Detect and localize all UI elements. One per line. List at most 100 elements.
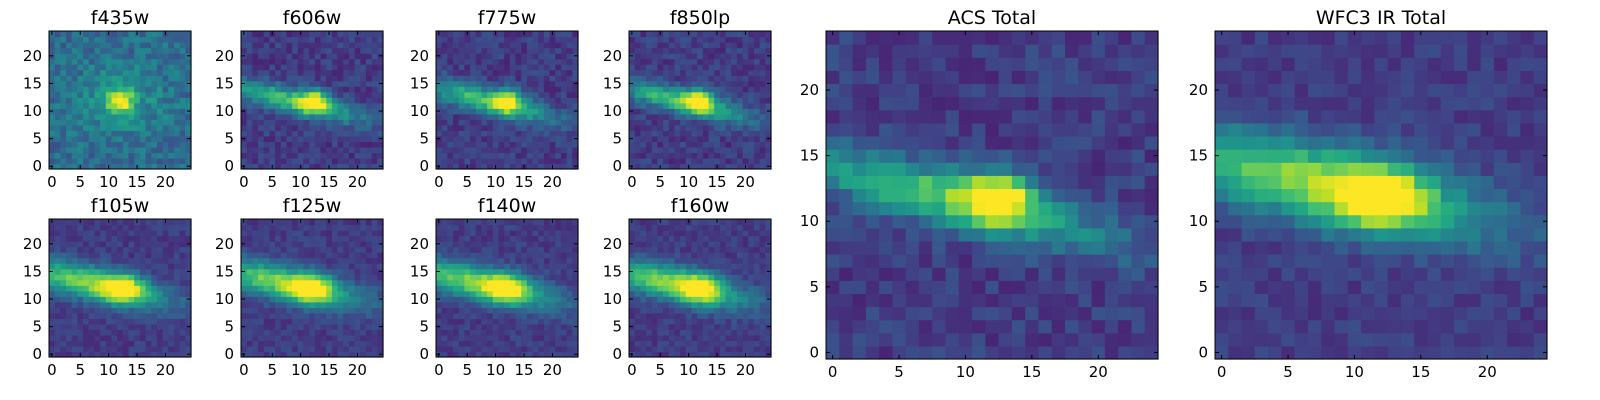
pixel-cell <box>572 329 579 336</box>
pixel-cell <box>122 97 130 104</box>
pixel-cell <box>314 113 322 120</box>
pixel-cell <box>303 318 310 325</box>
pixel-cell <box>66 108 73 115</box>
pixel-cell <box>714 146 721 154</box>
pixel-cell <box>663 31 670 38</box>
pixel-cell <box>674 323 681 330</box>
pixel-cell <box>60 80 67 87</box>
pixel-cell <box>168 246 175 253</box>
pixel-cell <box>532 230 539 237</box>
pixel-cell <box>629 47 636 54</box>
pixel-cell <box>691 146 698 154</box>
pixel-cell <box>246 108 253 115</box>
pixel-cell <box>371 119 378 126</box>
pixel-cell <box>640 345 647 353</box>
pixel-cell <box>122 268 130 275</box>
pixel-cell <box>515 323 522 330</box>
pixel-cell <box>343 279 350 286</box>
pixel-cell <box>736 47 744 54</box>
pixel-cell <box>646 86 653 93</box>
pixel-cell <box>680 108 687 115</box>
pixel-cell <box>748 141 755 148</box>
pixel-cell <box>697 64 704 71</box>
pixel-cell <box>572 312 579 319</box>
pixel-cell <box>765 340 772 347</box>
pixel-cell <box>286 157 293 165</box>
pixel-cell <box>122 31 130 38</box>
pixel-cell <box>481 157 488 165</box>
pixel-cell <box>697 340 704 347</box>
pixel-cell <box>269 246 276 253</box>
pixel-cell <box>360 340 367 347</box>
pixel-cell <box>509 31 517 38</box>
pixel-cell <box>66 279 73 286</box>
pixel-cell <box>280 235 288 242</box>
pixel-cell <box>145 113 152 120</box>
pixel-cell <box>549 235 556 242</box>
pixel-cell <box>252 152 259 159</box>
pixel-cell <box>560 268 568 275</box>
pixel-cell <box>139 157 147 165</box>
pixel-cell <box>162 97 169 104</box>
pixel-cell <box>83 64 90 71</box>
pixel-cell <box>343 257 350 264</box>
pixel-cell <box>685 58 693 65</box>
pixel-cell <box>487 301 494 308</box>
pixel-cell <box>668 58 676 65</box>
pixel-cell <box>297 230 305 237</box>
pixel-cell <box>71 31 78 38</box>
pixel-cell <box>309 329 316 336</box>
pixel-cell <box>134 152 141 159</box>
pixel-cell <box>663 80 670 87</box>
pixel-cell <box>100 235 107 242</box>
pixel-cell <box>453 345 460 353</box>
pixel-cell <box>173 135 181 142</box>
pixel-cell <box>748 58 755 65</box>
pixel-cell <box>453 252 460 259</box>
pixel-cell <box>371 301 378 308</box>
pixel-cell <box>560 235 568 242</box>
pixel-cell <box>292 42 299 49</box>
pixel-cell <box>185 119 192 126</box>
pixel-cell <box>162 345 169 353</box>
pixel-cell <box>49 102 56 109</box>
pixel-cell <box>629 157 636 165</box>
pixel-cell <box>736 351 744 358</box>
pixel-cell <box>105 224 113 231</box>
pixel-cell <box>77 36 84 43</box>
pixel-cell <box>498 42 505 49</box>
pixel-cell <box>566 69 573 76</box>
pixel-cell <box>275 108 282 115</box>
pixel-cell <box>94 69 101 76</box>
pixel-cell <box>515 119 522 126</box>
pixel-cell <box>168 351 175 358</box>
pixel-cell <box>504 224 511 231</box>
pixel-cell <box>736 36 744 43</box>
pixel-cell <box>521 42 528 49</box>
pixel-cell <box>521 102 528 109</box>
pixel-cell <box>470 340 477 347</box>
pixel-cell <box>286 47 293 54</box>
pixel-cell <box>168 152 175 159</box>
pixel-cell <box>343 91 350 98</box>
pixel-cell <box>71 163 78 170</box>
pixel-cell <box>566 257 573 264</box>
pixel-cell <box>173 268 181 275</box>
pixel-cell <box>504 235 511 242</box>
pixel-cell <box>60 323 67 330</box>
pixel-cell <box>674 102 681 109</box>
pixel-cell <box>714 345 721 353</box>
pixel-cell <box>464 307 471 314</box>
x-tick-label: 10 <box>99 361 118 379</box>
pixel-cell <box>303 86 310 93</box>
pixel-cell <box>117 290 124 297</box>
pixel-cell <box>646 163 653 170</box>
pixel-cell <box>538 241 545 248</box>
pixel-cell <box>111 75 118 82</box>
pixel-cell <box>111 334 118 342</box>
pixel-cell <box>708 135 715 142</box>
pixel-cell <box>498 296 505 303</box>
pixel-cell <box>241 86 248 93</box>
pixel-cell <box>105 86 113 93</box>
pixel-cell <box>263 146 270 154</box>
